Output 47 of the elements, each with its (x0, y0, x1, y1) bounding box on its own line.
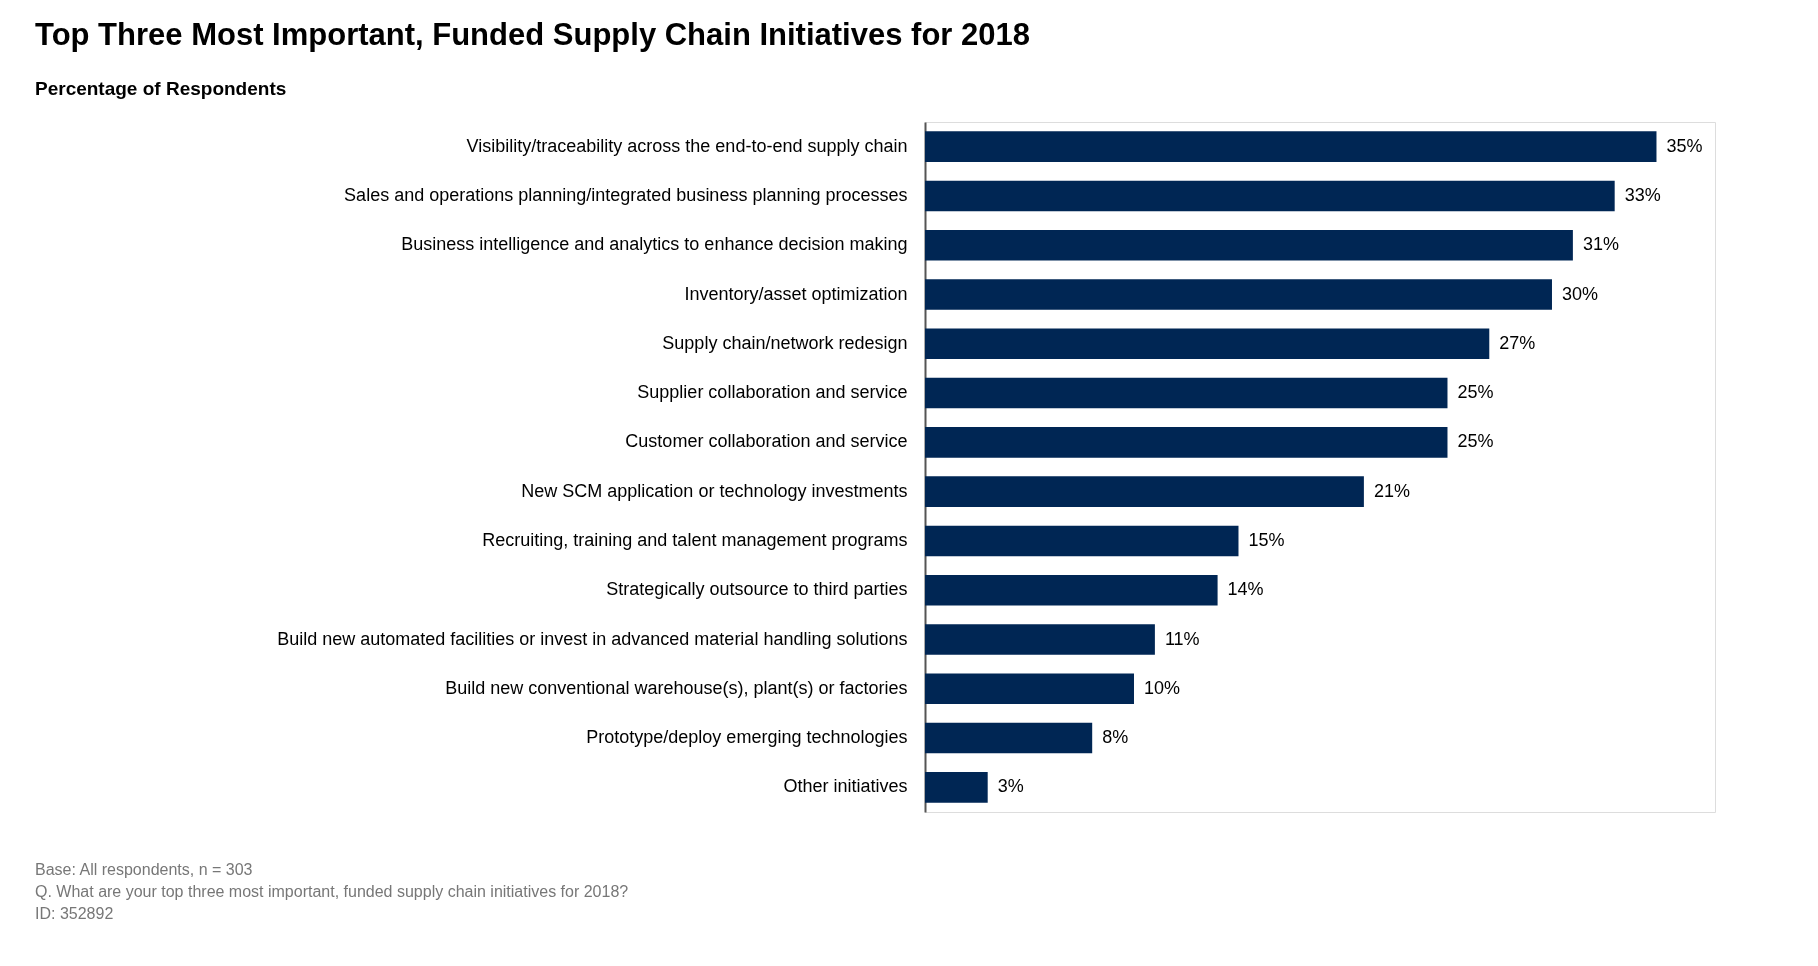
text: Percentage of Respondents (35, 78, 287, 99)
data-label: 25% (1457, 382, 1494, 403)
data-label: 27% (1499, 332, 1536, 353)
text: Base: All respondents, n = 303 (35, 861, 253, 878)
bar (925, 574, 1218, 606)
bar (925, 427, 1448, 458)
data-label: 11% (1164, 628, 1200, 649)
bar (925, 180, 1615, 212)
y-tick-label: Recruiting, training and talent management programs (482, 529, 908, 550)
y-tick-label: Supplier collaboration and service (637, 382, 908, 403)
text: Top Three Most Important, Funded Supply Chain Initiatives for 2018 (35, 17, 1030, 52)
bar (925, 131, 1657, 162)
bar (925, 279, 1552, 310)
y-tick-label: Prototype/deploy emerging technologies (586, 727, 908, 748)
y-tick-label: New SCM application or technology investments (521, 480, 908, 501)
bar (925, 525, 1239, 557)
data-label: 15% (1248, 529, 1285, 550)
y-tick-label: Supply chain/network redesign (662, 332, 908, 353)
y-tick-label: Visibility/traceability across the end-to-end supply chain (466, 135, 908, 156)
text: ID: 352892 (35, 905, 114, 922)
bar (925, 624, 1155, 655)
data-label: 21% (1373, 480, 1410, 501)
y-tick-label: Sales and operations planning/integrated business planning processes (344, 184, 908, 205)
text: Q. What are your top three most important, funded supply chain initiatives for 2018? (35, 883, 629, 900)
data-label: 14% (1227, 579, 1264, 600)
bar (925, 476, 1364, 507)
data-label: 31% (1582, 234, 1619, 255)
bar (925, 377, 1448, 409)
y-tick-label: Other initiatives (783, 776, 908, 797)
bar (925, 229, 1573, 261)
data-label: 25% (1457, 431, 1494, 452)
data-label: 3% (997, 776, 1024, 797)
bar (925, 722, 1093, 754)
y-tick-label: Build new conventional warehouse(s), plant(s) or factories (445, 677, 908, 698)
bar (925, 673, 1134, 705)
y-tick-label: Customer collaboration and service (625, 431, 908, 452)
data-label: 8% (1102, 727, 1129, 748)
data-label: 30% (1561, 283, 1599, 304)
y-tick-label: Strategically outsource to third parties (606, 579, 908, 600)
data-label: 33% (1624, 184, 1661, 205)
data-label: 35% (1666, 135, 1703, 156)
y-tick-label: Inventory/asset optimization (684, 283, 908, 304)
data-label: 10% (1143, 677, 1181, 698)
y-tick-label: Build new automated facilities or invest in advanced material handling solutions (277, 628, 908, 649)
bar (925, 328, 1490, 360)
bar (925, 772, 988, 803)
y-tick-label: Business intelligence and analytics to enhance decision making (401, 234, 908, 255)
